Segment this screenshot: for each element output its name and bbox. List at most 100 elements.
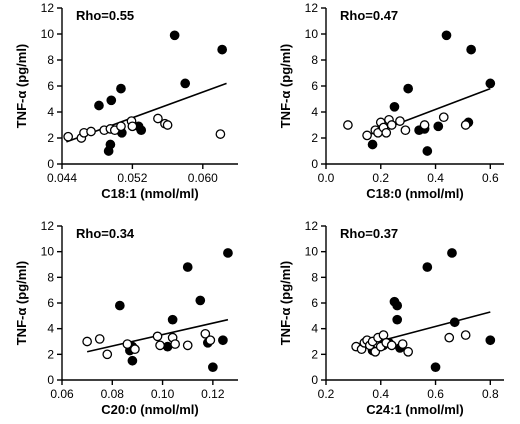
data-point-filled [180, 78, 191, 89]
x-tick-label: 0.4 [427, 171, 444, 185]
y-tick-label: 12 [41, 219, 55, 233]
x-tick-label: 0.08 [101, 387, 125, 401]
data-point-open [438, 112, 449, 123]
data-point-filled [116, 83, 126, 94]
data-point-open [444, 332, 455, 343]
data-point-filled [392, 300, 403, 311]
data-point-open [381, 127, 392, 138]
data-point-open [94, 334, 105, 344]
data-point-open [153, 113, 163, 124]
data-point-open [170, 339, 180, 349]
x-tick-label: 0.2 [318, 387, 335, 401]
y-tick-label: 4 [311, 105, 318, 119]
y-tick-label: 10 [41, 245, 55, 259]
y-tick-label: 2 [47, 131, 54, 145]
data-point-filled [422, 262, 433, 272]
data-point-filled [422, 146, 433, 156]
y-tick-label: 4 [47, 322, 54, 336]
data-point-filled [167, 314, 178, 325]
data-point-filled [218, 335, 228, 346]
data-point-filled [127, 355, 138, 366]
data-point-open [460, 120, 471, 130]
rho-annotation: Rho=0.34 [76, 226, 135, 241]
data-point-open [116, 121, 126, 132]
y-tick-label: 12 [305, 219, 319, 233]
y-tick-label: 10 [305, 245, 319, 259]
y-tick-label: 12 [305, 1, 319, 15]
data-point-open [63, 131, 74, 142]
data-point-open [130, 344, 140, 355]
rho-annotation: Rho=0.37 [340, 226, 398, 241]
data-point-filled [195, 295, 206, 306]
x-tick-label: 0.12 [201, 387, 225, 401]
data-point-filled [433, 121, 444, 132]
data-point-filled [485, 78, 496, 89]
data-point-open [86, 126, 96, 137]
data-point-filled [392, 314, 403, 325]
data-point-filled [136, 125, 147, 136]
x-tick-label: 0.8 [482, 387, 499, 401]
data-point-filled [182, 262, 193, 272]
data-point-open [205, 335, 216, 346]
data-point-filled [94, 100, 104, 111]
data-point-filled [114, 300, 125, 311]
y-tick-label: 4 [311, 322, 318, 336]
x-axis-label: C24:1 (nmol/ml) [366, 402, 464, 417]
y-tick-label: 2 [311, 347, 318, 361]
x-axis-label: C18:1 (nmol/ml) [101, 186, 199, 201]
x-axis-label: C18:0 (nmol/ml) [366, 186, 464, 201]
rho-annotation: Rho=0.55 [76, 8, 134, 23]
y-tick-label: 0 [47, 157, 54, 171]
data-point-open [152, 331, 163, 342]
data-point-open [386, 340, 397, 351]
x-tick-label: 0.6 [482, 171, 499, 185]
x-tick-label: 0.0 [318, 171, 335, 185]
data-point-filled [217, 44, 228, 55]
data-point-open [215, 129, 226, 139]
y-axis-label: TNF-α (pg/ml) [278, 261, 293, 346]
data-point-filled [105, 139, 116, 150]
data-point-open [102, 349, 113, 360]
y-tick-label: 0 [311, 373, 318, 387]
x-axis-label: C20:0 (nmol/ml) [101, 402, 199, 417]
data-point-filled [389, 101, 400, 112]
x-tick-label: 0.044 [47, 171, 77, 185]
y-tick-label: 8 [47, 270, 54, 284]
x-tick-label: 0.06 [50, 387, 74, 401]
data-point-open [395, 116, 405, 126]
data-point-open [386, 120, 397, 130]
data-point-open [343, 120, 353, 130]
x-tick-label: 0.4 [372, 387, 389, 401]
data-point-filled [447, 248, 457, 258]
chart-panel-4: 0 2 4 6 8 10 12 0.2 0.4 0.6 0.8 C24:1 (nmol/ml) TNF-… [278, 219, 504, 417]
data-point-open [200, 328, 211, 339]
data-point-filled [367, 139, 378, 150]
data-point-filled [403, 83, 414, 94]
data-point-open [82, 336, 92, 347]
x-tick-label: 0.052 [117, 171, 147, 185]
data-point-open [162, 120, 173, 130]
y-tick-label: 8 [311, 53, 318, 67]
y-tick-label: 10 [305, 27, 319, 41]
data-point-filled [223, 248, 233, 258]
y-tick-label: 6 [311, 79, 318, 93]
y-tick-label: 6 [47, 296, 54, 310]
data-point-filled [208, 362, 218, 373]
y-tick-label: 6 [47, 79, 54, 93]
data-point-open [403, 346, 414, 357]
y-tick-label: 0 [311, 157, 318, 171]
data-point-open [460, 330, 471, 340]
y-tick-label: 0 [47, 373, 54, 387]
data-point-filled [485, 335, 496, 346]
x-tick-label: 0.2 [372, 171, 389, 185]
data-point-open [182, 340, 193, 351]
rho-annotation: Rho=0.47 [340, 8, 398, 23]
data-point-open [155, 340, 165, 351]
y-tick-label: 2 [311, 131, 318, 145]
data-point-filled [169, 30, 180, 41]
chart-panel-2: 0 2 4 6 8 10 12 0.0 0.2 0.4 0.6 C18:0 (nmol/ml) TNF-… [278, 1, 504, 201]
y-tick-label: 4 [47, 105, 54, 119]
data-point-open [419, 120, 430, 130]
